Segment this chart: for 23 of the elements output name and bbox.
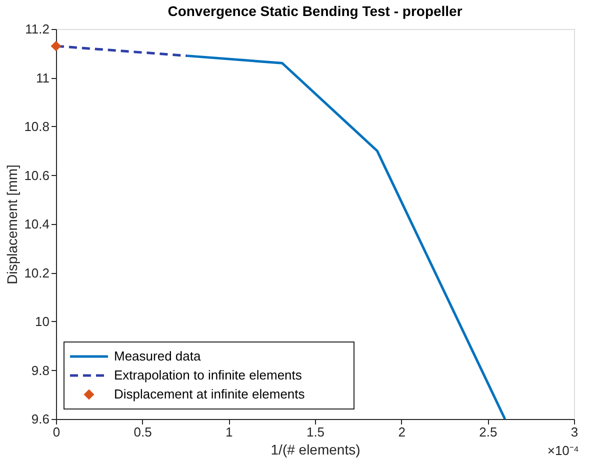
text: ×10⁻⁴ [547,443,579,458]
y-tick-label: 10.4 [24,216,50,232]
y-axis-title: Displacement [mm] [4,164,20,284]
x-tick-label: 0.5 [134,424,152,440]
y-tick-label: 9.8 [31,362,50,378]
y-tick-label: 10 [35,314,50,329]
x-tick-label: 1.5 [306,424,325,440]
x-tick-label: 0 [52,424,60,440]
y-tick-label: 11.2 [25,22,50,36]
y-tick-label: 10.6 [24,168,50,183]
x-tick-label: 2.5 [479,424,498,440]
legend-label: Measured data [114,348,202,364]
y-tick-label: 10.8 [24,119,50,134]
x-tick-label: 2 [398,424,406,440]
legend-label: Displacement at infinite elements [114,386,306,402]
legend-label: Extrapolation to infinite elements [114,368,302,382]
y-tick-label: 11 [36,70,50,86]
x-tick-label: 1 [226,424,233,440]
y-tick-label: 10.2 [24,265,50,280]
x-axis-title: 1/(# elements) [270,442,360,458]
x-tick-label: 3 [570,424,578,440]
y-tick-label: 9.6 [31,412,50,426]
chart-title: Convergence Static Bending Test - propeller [168,3,463,19]
